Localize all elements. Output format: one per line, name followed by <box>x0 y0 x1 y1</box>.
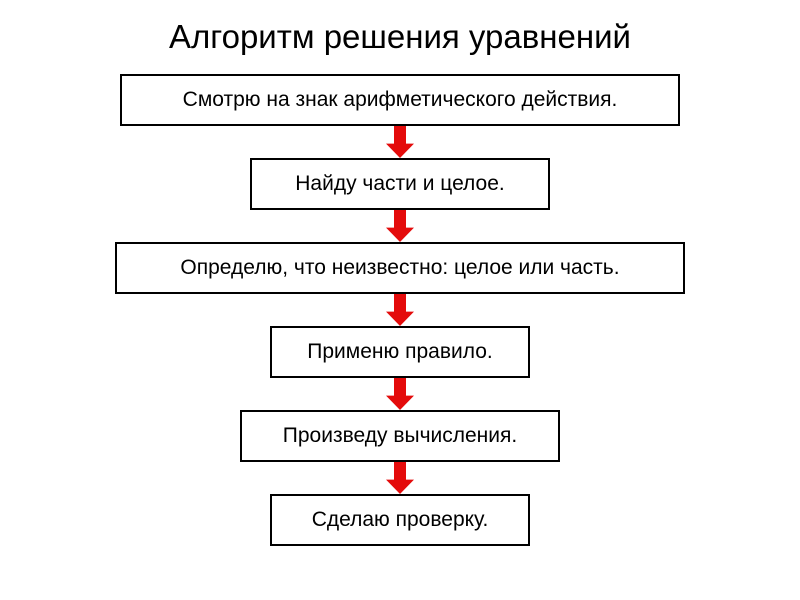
flowchart-step: Произведу вычисления. <box>240 410 560 462</box>
flowchart-step: Определю, что неизвестно: целое или част… <box>115 242 685 294</box>
flowchart-step: Применю правило. <box>270 326 530 378</box>
flowchart-step: Сделаю проверку. <box>270 494 530 546</box>
flowchart-container: Смотрю на знак арифметического действия.… <box>0 74 800 546</box>
page-title: Алгоритм решения уравнений <box>169 18 631 56</box>
arrow-down-icon <box>386 210 414 242</box>
arrow-down-icon <box>386 294 414 326</box>
arrow-down-icon <box>386 126 414 158</box>
arrow-down-icon <box>386 378 414 410</box>
flowchart-step: Смотрю на знак арифметического действия. <box>120 74 680 126</box>
arrow-down-icon <box>386 462 414 494</box>
flowchart-step: Найду части и целое. <box>250 158 550 210</box>
